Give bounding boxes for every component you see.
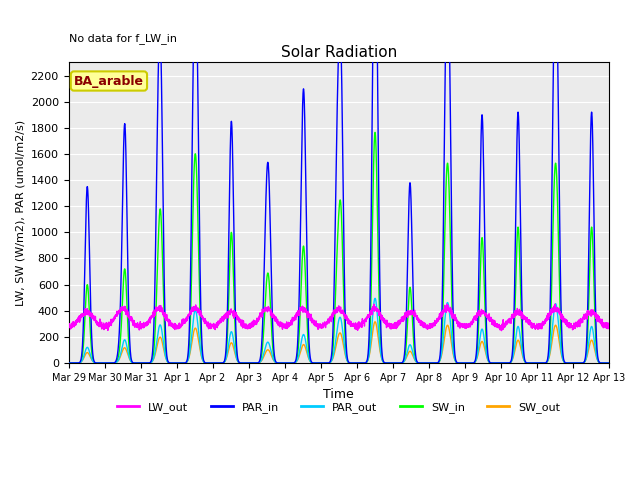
Text: No data for f_LW_in: No data for f_LW_in <box>68 34 177 45</box>
Y-axis label: LW, SW (W/m2), PAR (umol/m2/s): LW, SW (W/m2), PAR (umol/m2/s) <box>15 120 25 306</box>
Title: Solar Radiation: Solar Radiation <box>280 45 397 60</box>
Text: BA_arable: BA_arable <box>74 74 144 87</box>
X-axis label: Time: Time <box>323 388 354 401</box>
Legend: LW_out, PAR_in, PAR_out, SW_in, SW_out: LW_out, PAR_in, PAR_out, SW_in, SW_out <box>113 398 564 418</box>
